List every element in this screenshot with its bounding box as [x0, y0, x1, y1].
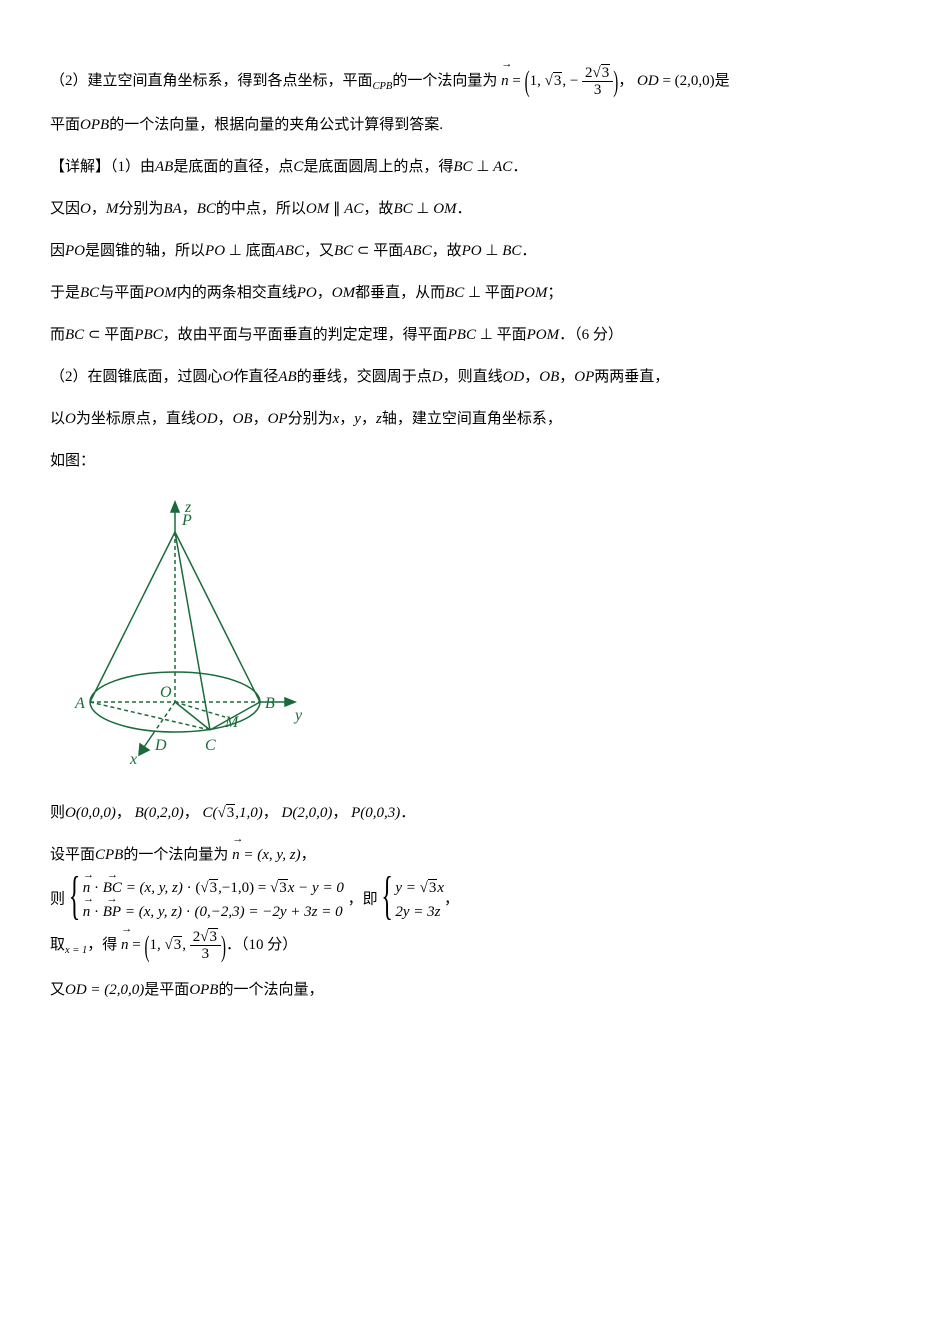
- fig-D: D: [154, 737, 167, 754]
- para-15: 又OD = (2,0,0)是平面OPB的一个法向量，: [50, 969, 900, 1011]
- para-3: 【详解】（1）由AB是底面的直径，点C是底面圆周上的点，得BC ⊥ AC．: [50, 146, 900, 188]
- para-1: （2）建立空间直角坐标系，得到各点坐标，平面CPB的一个法向量为 n = (1,…: [50, 60, 900, 104]
- fig-M: M: [224, 714, 240, 731]
- para-11: 则O(0,0,0)， B(0,2,0)， C(3,1,0)， D(2,0,0)，…: [50, 792, 900, 834]
- para-5: 因PO是圆锥的轴，所以PO ⊥ 底面ABC，又BC ⊂ 平面ABC，故PO ⊥ …: [50, 230, 900, 272]
- para-14: 取x = 1，得 n = (1, 3, 233)．（10 分）: [50, 924, 900, 968]
- para-2: 平面OPB的一个法向量，根据向量的夹角公式计算得到答案.: [50, 104, 900, 146]
- para-9: 以O为坐标原点，直线OD，OB，OP分别为x，y，z轴，建立空间直角坐标系，: [50, 398, 900, 440]
- para-13: 则 n · BC = (x, y, z) · (3,−1,0) = 3x − y…: [50, 876, 900, 924]
- fig-B: B: [265, 695, 275, 712]
- para-12: 设平面CPB的一个法向量为 n = (x, y, z)，: [50, 834, 900, 876]
- fig-z: z: [184, 499, 192, 516]
- fig-x: x: [129, 751, 137, 768]
- para-8: （2）在圆锥底面，过圆心O作直径AB的垂线，交圆周于点D，则直线OD，OB，OP…: [50, 356, 900, 398]
- para-4: 又因O，M分别为BA，BC的中点，所以OM ∥ AC，故BC ⊥ OM．: [50, 188, 900, 230]
- para-10: 如图：: [50, 440, 900, 482]
- fig-O: O: [160, 684, 172, 701]
- para-6: 于是BC与平面POM内的两条相交直线PO，OM都垂直，从而BC ⊥ 平面POM；: [50, 272, 900, 314]
- fig-y: y: [293, 707, 303, 724]
- fig-C: C: [205, 737, 216, 754]
- para-7: 而BC ⊂ 平面PBC，故由平面与平面垂直的判定定理，得平面PBC ⊥ 平面PO…: [50, 314, 900, 356]
- cone-figure: P A B O M D C x y z: [50, 492, 310, 782]
- fig-A: A: [74, 695, 85, 712]
